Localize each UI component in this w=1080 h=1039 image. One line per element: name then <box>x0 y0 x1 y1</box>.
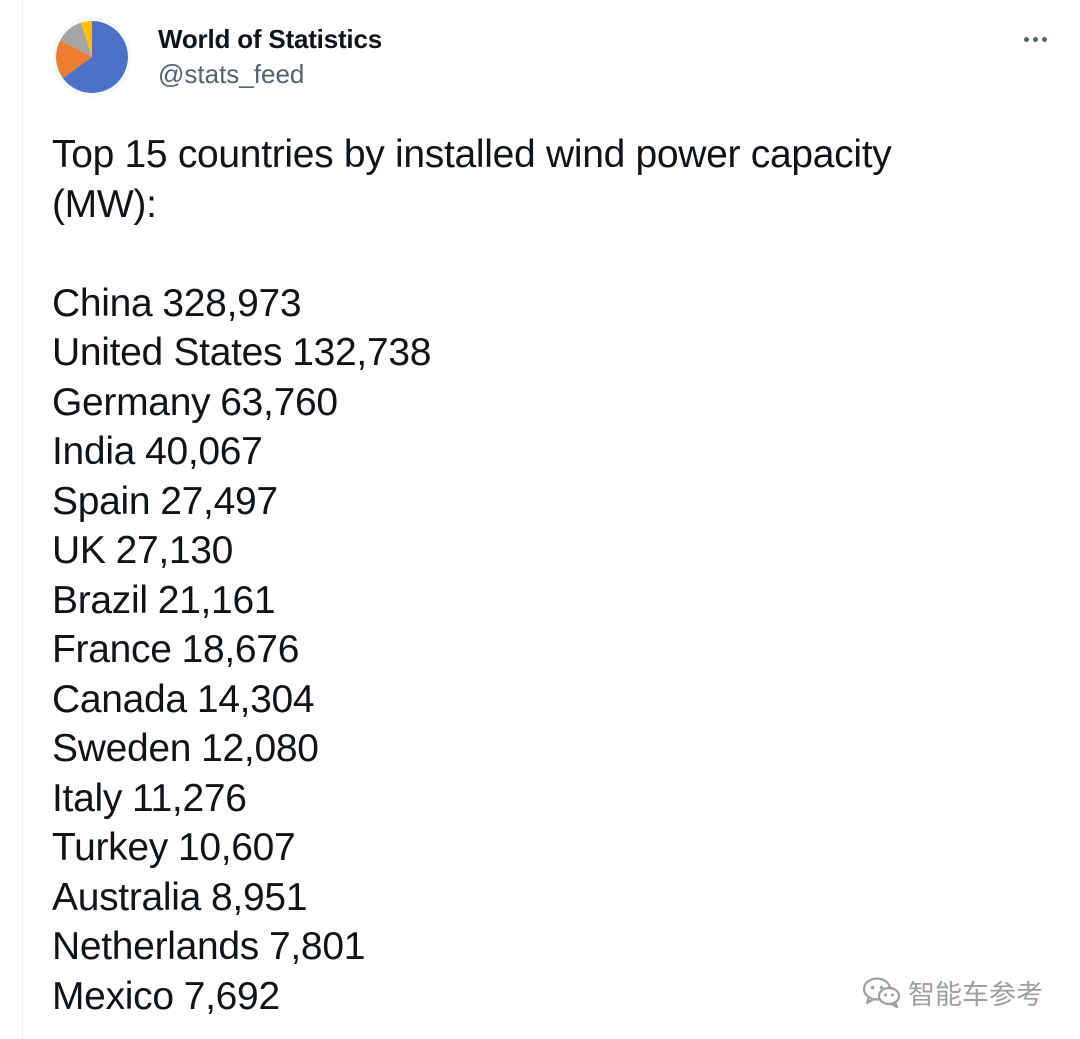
user-handle[interactable]: @stats_feed <box>158 59 305 89</box>
more-horizontal-icon-dot <box>1032 36 1038 42</box>
country-row: Netherlands 7,801 <box>52 922 1042 972</box>
country-name: Netherlands <box>52 925 259 968</box>
country-row: Germany 63,760 <box>52 378 1042 428</box>
country-name: India <box>52 430 136 473</box>
country-name: Mexico <box>52 974 174 1018</box>
avatar[interactable] <box>52 17 132 97</box>
more-horizontal-icon-dot <box>1041 36 1047 42</box>
capacity-value: 27,130 <box>115 529 234 572</box>
country-name: Australia <box>52 875 202 919</box>
country-row: Brazil 21,161 <box>52 576 1042 626</box>
capacity-value: 11,276 <box>132 776 247 820</box>
capacity-value: 10,607 <box>177 826 296 869</box>
country-name: China <box>52 281 153 325</box>
capacity-value: 12,080 <box>201 727 319 770</box>
country-name: Spain <box>52 479 151 523</box>
country-list: China 328,973 United States 132,738 Germany 6… <box>52 279 1042 1022</box>
tweet-heading-line: Top 15 countries by installed wind power… <box>52 133 892 176</box>
country-row: India 40,067 <box>52 427 1042 477</box>
capacity-value: 21,161 <box>157 578 276 622</box>
country-row: Spain 27,497 <box>52 477 1042 527</box>
display-name[interactable]: World of Statistics <box>158 24 382 54</box>
capacity-value: 328,973 <box>162 281 302 325</box>
capacity-value: 18,676 <box>181 628 300 671</box>
tweet-text: Top 15 countries by installed wind power… <box>52 130 1042 1021</box>
country-row: UK 27,130 <box>52 526 1042 576</box>
capacity-value: 7,692 <box>183 974 280 1018</box>
timeline-divider <box>22 0 23 1039</box>
avatar-slice-gray <box>60 22 92 57</box>
blank-line <box>52 229 1042 279</box>
watermark: 智能车参考 <box>862 972 1043 1012</box>
country-name: Turkey <box>52 826 168 869</box>
country-name: Canada <box>52 677 187 721</box>
country-name: Italy <box>52 776 123 820</box>
avatar-slice-yellow <box>80 21 92 57</box>
country-row: France 18,676 <box>52 625 1042 675</box>
capacity-value: 7,801 <box>269 925 366 968</box>
country-name: France <box>52 628 172 671</box>
more-horizontal-icon <box>1023 36 1029 42</box>
more-options-button[interactable] <box>1012 22 1058 56</box>
country-name: Sweden <box>52 727 192 770</box>
country-row: United States 132,738 <box>52 328 1042 378</box>
author-info[interactable]: World of Statistics @stats_feed <box>158 24 382 89</box>
country-name: UK <box>52 529 106 572</box>
country-name: Germany <box>52 380 211 424</box>
country-row: Sweden 12,080 <box>52 724 1042 774</box>
avatar-slice-orange <box>56 40 92 79</box>
tweet-heading-line: (MW): <box>52 182 157 226</box>
capacity-value: 40,067 <box>145 430 263 473</box>
country-row: Mexico 7,692 <box>52 972 1042 1022</box>
pie-chart-avatar-icon <box>56 21 128 93</box>
wechat-icon <box>862 977 901 1009</box>
country-name: Brazil <box>52 578 148 622</box>
country-row: China 328,973 <box>52 279 1042 329</box>
capacity-value: 8,951 <box>211 875 308 919</box>
capacity-value: 63,760 <box>220 380 338 424</box>
capacity-value: 27,497 <box>160 479 278 523</box>
watermark-text: 智能车参考 <box>908 979 1043 1011</box>
country-row: Turkey 10,607 <box>52 823 1042 873</box>
country-name: United States <box>52 331 283 374</box>
country-row: Australia 8,951 <box>52 873 1042 923</box>
avatar-slice-blue <box>62 21 128 93</box>
country-row: Canada 14,304 <box>52 675 1042 725</box>
country-row: Italy 11,276 <box>52 774 1042 824</box>
capacity-value: 132,738 <box>292 331 432 374</box>
capacity-value: 14,304 <box>196 677 315 721</box>
